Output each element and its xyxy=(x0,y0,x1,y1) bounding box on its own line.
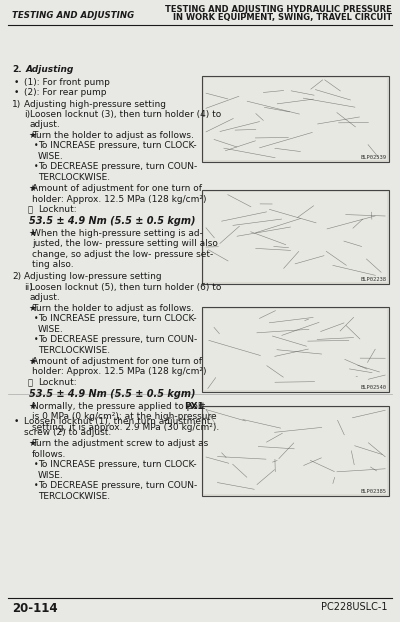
Text: Adjusting high-pressure setting: Adjusting high-pressure setting xyxy=(24,100,166,108)
Text: holder: Approx. 12.5 MPa (128 kg/cm²): holder: Approx. 12.5 MPa (128 kg/cm²) xyxy=(32,195,206,203)
Text: TESTING AND ADJUSTING: TESTING AND ADJUSTING xyxy=(12,11,134,20)
Text: When the high-pressure setting is ad-: When the high-pressure setting is ad- xyxy=(32,229,203,238)
Text: BLP02385: BLP02385 xyxy=(360,489,386,494)
Text: •: • xyxy=(34,141,38,151)
Text: Turn the adjustment screw to adjust as: Turn the adjustment screw to adjust as xyxy=(32,439,208,448)
Text: ★: ★ xyxy=(28,439,36,448)
Text: Turn the holder to adjust as follows.: Turn the holder to adjust as follows. xyxy=(32,304,194,313)
Text: 20-114: 20-114 xyxy=(12,602,58,615)
Text: Amount of adjustment for one turn of: Amount of adjustment for one turn of xyxy=(32,184,202,193)
Text: Adjusting low-pressure setting: Adjusting low-pressure setting xyxy=(24,272,162,281)
Bar xyxy=(202,76,389,162)
Bar xyxy=(202,406,389,496)
Text: 1): 1) xyxy=(12,100,21,108)
Text: Amount of adjustment for one turn of: Amount of adjustment for one turn of xyxy=(32,357,202,366)
Text: PX1: PX1 xyxy=(184,402,204,411)
Text: IN WORK EQUIPMENT, SWING, TRAVEL CIRCUIT: IN WORK EQUIPMENT, SWING, TRAVEL CIRCUIT xyxy=(173,13,392,22)
Text: i): i) xyxy=(24,110,30,119)
Text: ★: ★ xyxy=(28,304,36,313)
Text: 53.5 ± 4.9 Nm (5.5 ± 0.5 kgm): 53.5 ± 4.9 Nm (5.5 ± 0.5 kgm) xyxy=(29,216,195,226)
Text: WISE.: WISE. xyxy=(38,152,64,160)
Text: ★: ★ xyxy=(28,131,36,140)
Text: ting also.: ting also. xyxy=(32,260,74,269)
Text: PC228USLC-1: PC228USLC-1 xyxy=(322,602,388,613)
Text: ★: ★ xyxy=(28,184,36,193)
Text: •: • xyxy=(14,417,19,427)
Text: adjust.: adjust. xyxy=(30,121,61,129)
Text: •: • xyxy=(34,314,38,323)
Text: is 0 MPa (0 kg/cm²); at the high-pressure: is 0 MPa (0 kg/cm²); at the high-pressur… xyxy=(32,412,217,421)
Text: To INCREASE pressure, turn CLOCK-: To INCREASE pressure, turn CLOCK- xyxy=(38,141,197,151)
Text: To DECREASE pressure, turn COUN-: To DECREASE pressure, turn COUN- xyxy=(38,335,197,344)
Text: WISE.: WISE. xyxy=(38,471,64,480)
Text: 2.: 2. xyxy=(12,65,22,74)
Text: •: • xyxy=(34,481,38,490)
Text: justed, the low- pressure setting will also: justed, the low- pressure setting will a… xyxy=(32,239,218,248)
Text: •: • xyxy=(34,335,38,344)
Text: change, so adjust the low- pressure set-: change, so adjust the low- pressure set- xyxy=(32,249,213,259)
Bar xyxy=(204,407,387,494)
Text: Loosen locknut (1), then turn adjustment: Loosen locknut (1), then turn adjustment xyxy=(24,417,210,427)
Text: holder: Approx. 12.5 MPa (128 kg/cm²): holder: Approx. 12.5 MPa (128 kg/cm²) xyxy=(32,368,206,376)
Text: Locknut:: Locknut: xyxy=(38,378,77,387)
Text: Loosen locknut (5), then turn holder (6) to: Loosen locknut (5), then turn holder (6)… xyxy=(30,283,221,292)
Text: •: • xyxy=(14,78,19,86)
Text: •: • xyxy=(14,88,19,97)
Text: BLP02238: BLP02238 xyxy=(360,277,386,282)
Text: To DECREASE pressure, turn COUN-: To DECREASE pressure, turn COUN- xyxy=(38,162,197,171)
Text: Normally, the pressure applied to port: Normally, the pressure applied to port xyxy=(32,402,208,411)
Bar xyxy=(202,307,389,392)
Text: TERCLOCKWISE.: TERCLOCKWISE. xyxy=(38,491,110,501)
Bar xyxy=(204,309,387,391)
Text: ii): ii) xyxy=(24,283,33,292)
Text: (2): For rear pump: (2): For rear pump xyxy=(24,88,106,97)
Text: Ⓝ: Ⓝ xyxy=(28,205,33,214)
Text: Locknut:: Locknut: xyxy=(38,205,77,214)
Text: •: • xyxy=(34,460,38,469)
Text: ★: ★ xyxy=(28,357,36,366)
Text: TERCLOCKWISE.: TERCLOCKWISE. xyxy=(38,173,110,182)
Text: ★: ★ xyxy=(28,229,36,238)
Text: Ⓝ: Ⓝ xyxy=(28,378,33,387)
Text: Turn the holder to adjust as follows.: Turn the holder to adjust as follows. xyxy=(32,131,194,140)
Text: Loosen locknut (3), then turn holder (4) to: Loosen locknut (3), then turn holder (4)… xyxy=(30,110,221,119)
Text: setting, it is approx. 2.9 MPa (30 kg/cm²).: setting, it is approx. 2.9 MPa (30 kg/cm… xyxy=(32,422,219,432)
Text: To INCREASE pressure, turn CLOCK-: To INCREASE pressure, turn CLOCK- xyxy=(38,314,197,323)
Text: follows.: follows. xyxy=(32,450,66,459)
Text: To DECREASE pressure, turn COUN-: To DECREASE pressure, turn COUN- xyxy=(38,481,197,490)
Text: 2): 2) xyxy=(12,272,21,281)
Text: screw (2) to adjust.: screw (2) to adjust. xyxy=(24,428,111,437)
Text: TESTING AND ADJUSTING HYDRAULIC PRESSURE: TESTING AND ADJUSTING HYDRAULIC PRESSURE xyxy=(165,6,392,14)
Text: (1): For front pump: (1): For front pump xyxy=(24,78,110,86)
Text: BLP02540: BLP02540 xyxy=(360,386,386,391)
Text: 53.5 ± 4.9 Nm (5.5 ± 0.5 kgm): 53.5 ± 4.9 Nm (5.5 ± 0.5 kgm) xyxy=(29,389,195,399)
Bar xyxy=(204,78,387,160)
Text: TERCLOCKWISE.: TERCLOCKWISE. xyxy=(38,346,110,355)
Bar xyxy=(202,190,389,284)
Bar xyxy=(204,192,387,282)
Text: Adjusting: Adjusting xyxy=(26,65,74,74)
Text: WISE.: WISE. xyxy=(38,325,64,333)
Text: To INCREASE pressure, turn CLOCK-: To INCREASE pressure, turn CLOCK- xyxy=(38,460,197,469)
Text: BLP02539: BLP02539 xyxy=(360,155,386,160)
Text: ★: ★ xyxy=(28,402,36,411)
Text: •: • xyxy=(34,162,38,171)
Text: adjust.: adjust. xyxy=(30,294,61,302)
